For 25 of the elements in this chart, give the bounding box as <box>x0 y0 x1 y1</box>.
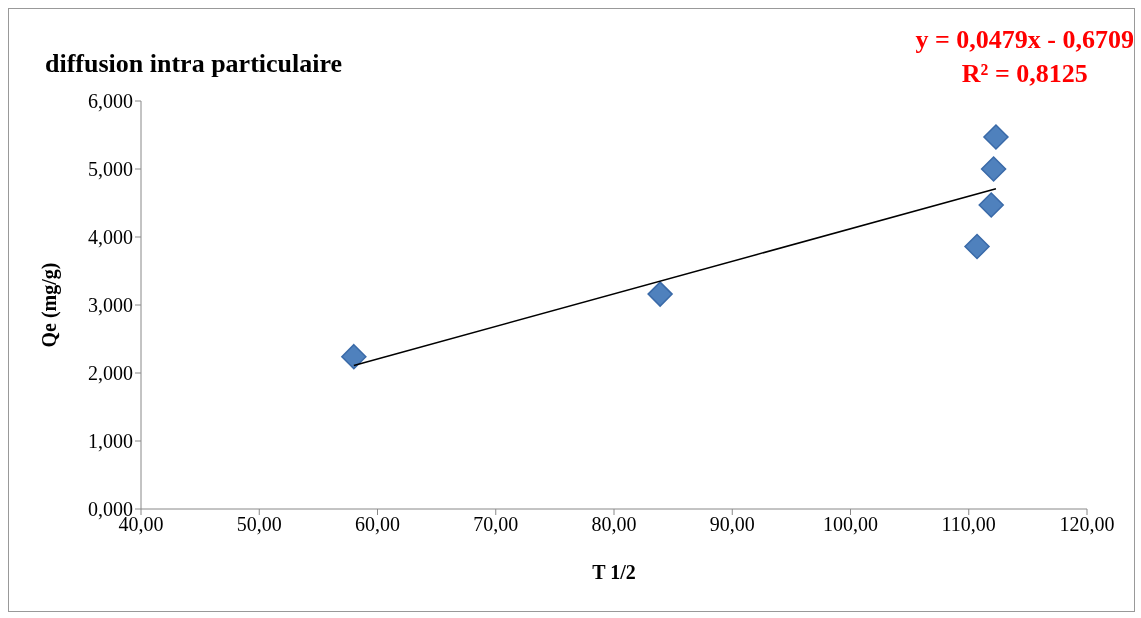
x-tick-label: 70,00 <box>473 513 519 536</box>
point <box>983 124 1009 150</box>
x-tick-label: 90,00 <box>709 513 755 536</box>
text: R² = 0,8125 <box>960 58 1089 90</box>
point <box>341 343 367 370</box>
y-tick-label: 6,000 <box>88 90 133 113</box>
chart-title: diffusion intra particulaire <box>45 49 343 79</box>
y-tick-label: 2,000 <box>88 362 133 385</box>
x-tick-label: 110,00 <box>941 513 996 536</box>
x-tick-label: 80,00 <box>591 513 637 536</box>
x-tick-label: 50,00 <box>236 513 282 536</box>
y-tick-label: 3,000 <box>88 294 133 317</box>
x-tick-label: 120,00 <box>1059 513 1115 536</box>
point <box>978 192 1004 218</box>
text: y = 0,0479x - 0,6709 <box>915 24 1134 56</box>
point <box>647 281 673 307</box>
x-tick-label: 60,00 <box>355 513 400 536</box>
x-axis-title: T 1/2 <box>592 561 636 583</box>
y-axis-title: Qe (mg/g) <box>38 262 62 348</box>
point <box>964 233 990 260</box>
y-tick-label: 4,000 <box>88 226 133 249</box>
point <box>980 156 1007 182</box>
y-tick-label: 1,000 <box>88 430 133 453</box>
x-tick-label: 100,00 <box>823 513 878 536</box>
y-tick-label: 5,000 <box>88 158 133 181</box>
